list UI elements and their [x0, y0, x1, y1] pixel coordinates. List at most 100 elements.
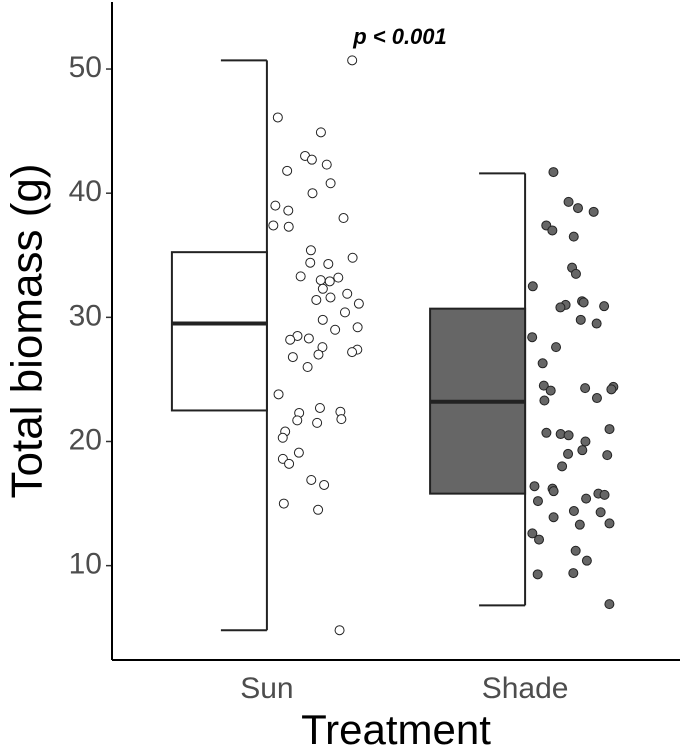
x-axis-title: Treatment: [301, 706, 491, 753]
data-point: [307, 188, 318, 199]
y-tick-label: 30: [69, 299, 102, 332]
data-point: [527, 281, 538, 292]
data-point: [305, 257, 316, 268]
annotation: p < 0.001: [352, 24, 447, 49]
y-tick-label: 10: [69, 548, 102, 581]
data-point: [324, 276, 335, 287]
box: [170, 251, 268, 412]
data-point: [563, 448, 574, 459]
y-tick-label: 40: [69, 175, 102, 208]
data-point: [278, 498, 289, 509]
data-point: [578, 297, 589, 308]
data-point: [285, 334, 296, 345]
data-point: [305, 245, 316, 256]
data-point: [527, 528, 538, 539]
y-tick-label: 50: [69, 51, 102, 84]
data-point: [604, 518, 615, 529]
data-point: [606, 384, 617, 395]
data-point: [537, 358, 548, 369]
data-point: [287, 352, 298, 363]
data-point: [342, 288, 353, 299]
data-point: [347, 347, 358, 358]
data-point: [570, 268, 581, 279]
data-point: [339, 307, 350, 318]
data-point: [575, 314, 586, 325]
data-point: [591, 393, 602, 404]
data-point: [330, 324, 341, 335]
data-point: [581, 493, 592, 504]
data-point: [306, 474, 317, 485]
data-point: [604, 599, 615, 610]
data-point: [302, 362, 313, 373]
data-point: [572, 203, 583, 214]
data-point: [313, 504, 324, 515]
data-point: [548, 167, 559, 178]
data-point: [604, 424, 615, 435]
data-point: [588, 206, 599, 217]
data-point: [353, 298, 364, 309]
data-point: [527, 332, 538, 343]
data-point: [538, 380, 549, 391]
data-point: [599, 489, 610, 500]
data-point: [580, 383, 591, 394]
data-point: [315, 275, 326, 286]
data-point: [303, 333, 314, 344]
data-point: [282, 165, 293, 176]
data-point: [545, 385, 556, 396]
data-point: [551, 342, 562, 353]
data-point: [541, 427, 552, 438]
data-point: [547, 225, 558, 236]
data-point: [292, 415, 303, 426]
data-point: [317, 314, 328, 325]
data-point: [284, 458, 295, 469]
data-point: [574, 519, 585, 530]
data-point: [577, 445, 588, 456]
data-point: [568, 231, 579, 242]
data-point: [347, 252, 358, 263]
data-point: [548, 486, 559, 497]
data-point: [336, 414, 347, 425]
data-point: [312, 417, 323, 428]
data-point: [338, 213, 349, 224]
data-point: [272, 112, 283, 123]
data-point: [563, 196, 574, 207]
data-point: [306, 154, 317, 165]
data-point: [313, 349, 324, 360]
data-point: [570, 545, 581, 556]
data-point: [534, 534, 545, 545]
data-point: [268, 220, 279, 231]
data-point: [581, 555, 592, 566]
data-point: [568, 568, 579, 579]
data-point: [548, 512, 559, 523]
data-point: [283, 205, 294, 216]
data-point: [315, 127, 326, 138]
data-point: [529, 481, 540, 492]
data-point: [321, 159, 332, 170]
x-tick-label: Sun: [240, 672, 293, 705]
data-point: [539, 395, 550, 406]
y-tick-label: 20: [69, 423, 102, 456]
data-point: [333, 272, 344, 283]
data-point: [532, 496, 543, 507]
data-point: [352, 322, 363, 333]
data-point: [323, 258, 334, 269]
data-point: [532, 569, 543, 580]
data-point: [311, 294, 322, 305]
data-point: [319, 479, 330, 490]
data-point: [283, 221, 294, 232]
data-point: [568, 506, 579, 517]
data-point: [591, 318, 602, 329]
data-point: [595, 507, 606, 518]
data-point: [555, 302, 566, 313]
data-point: [277, 432, 288, 443]
y-axis-title: Total biomass (g): [3, 163, 52, 498]
data-point: [314, 402, 325, 413]
data-point: [325, 292, 336, 303]
data-point: [293, 447, 304, 458]
data-point: [602, 450, 613, 461]
data-point: [563, 430, 574, 441]
data-point: [334, 625, 345, 636]
data-point: [273, 389, 284, 400]
data-point: [599, 301, 610, 312]
